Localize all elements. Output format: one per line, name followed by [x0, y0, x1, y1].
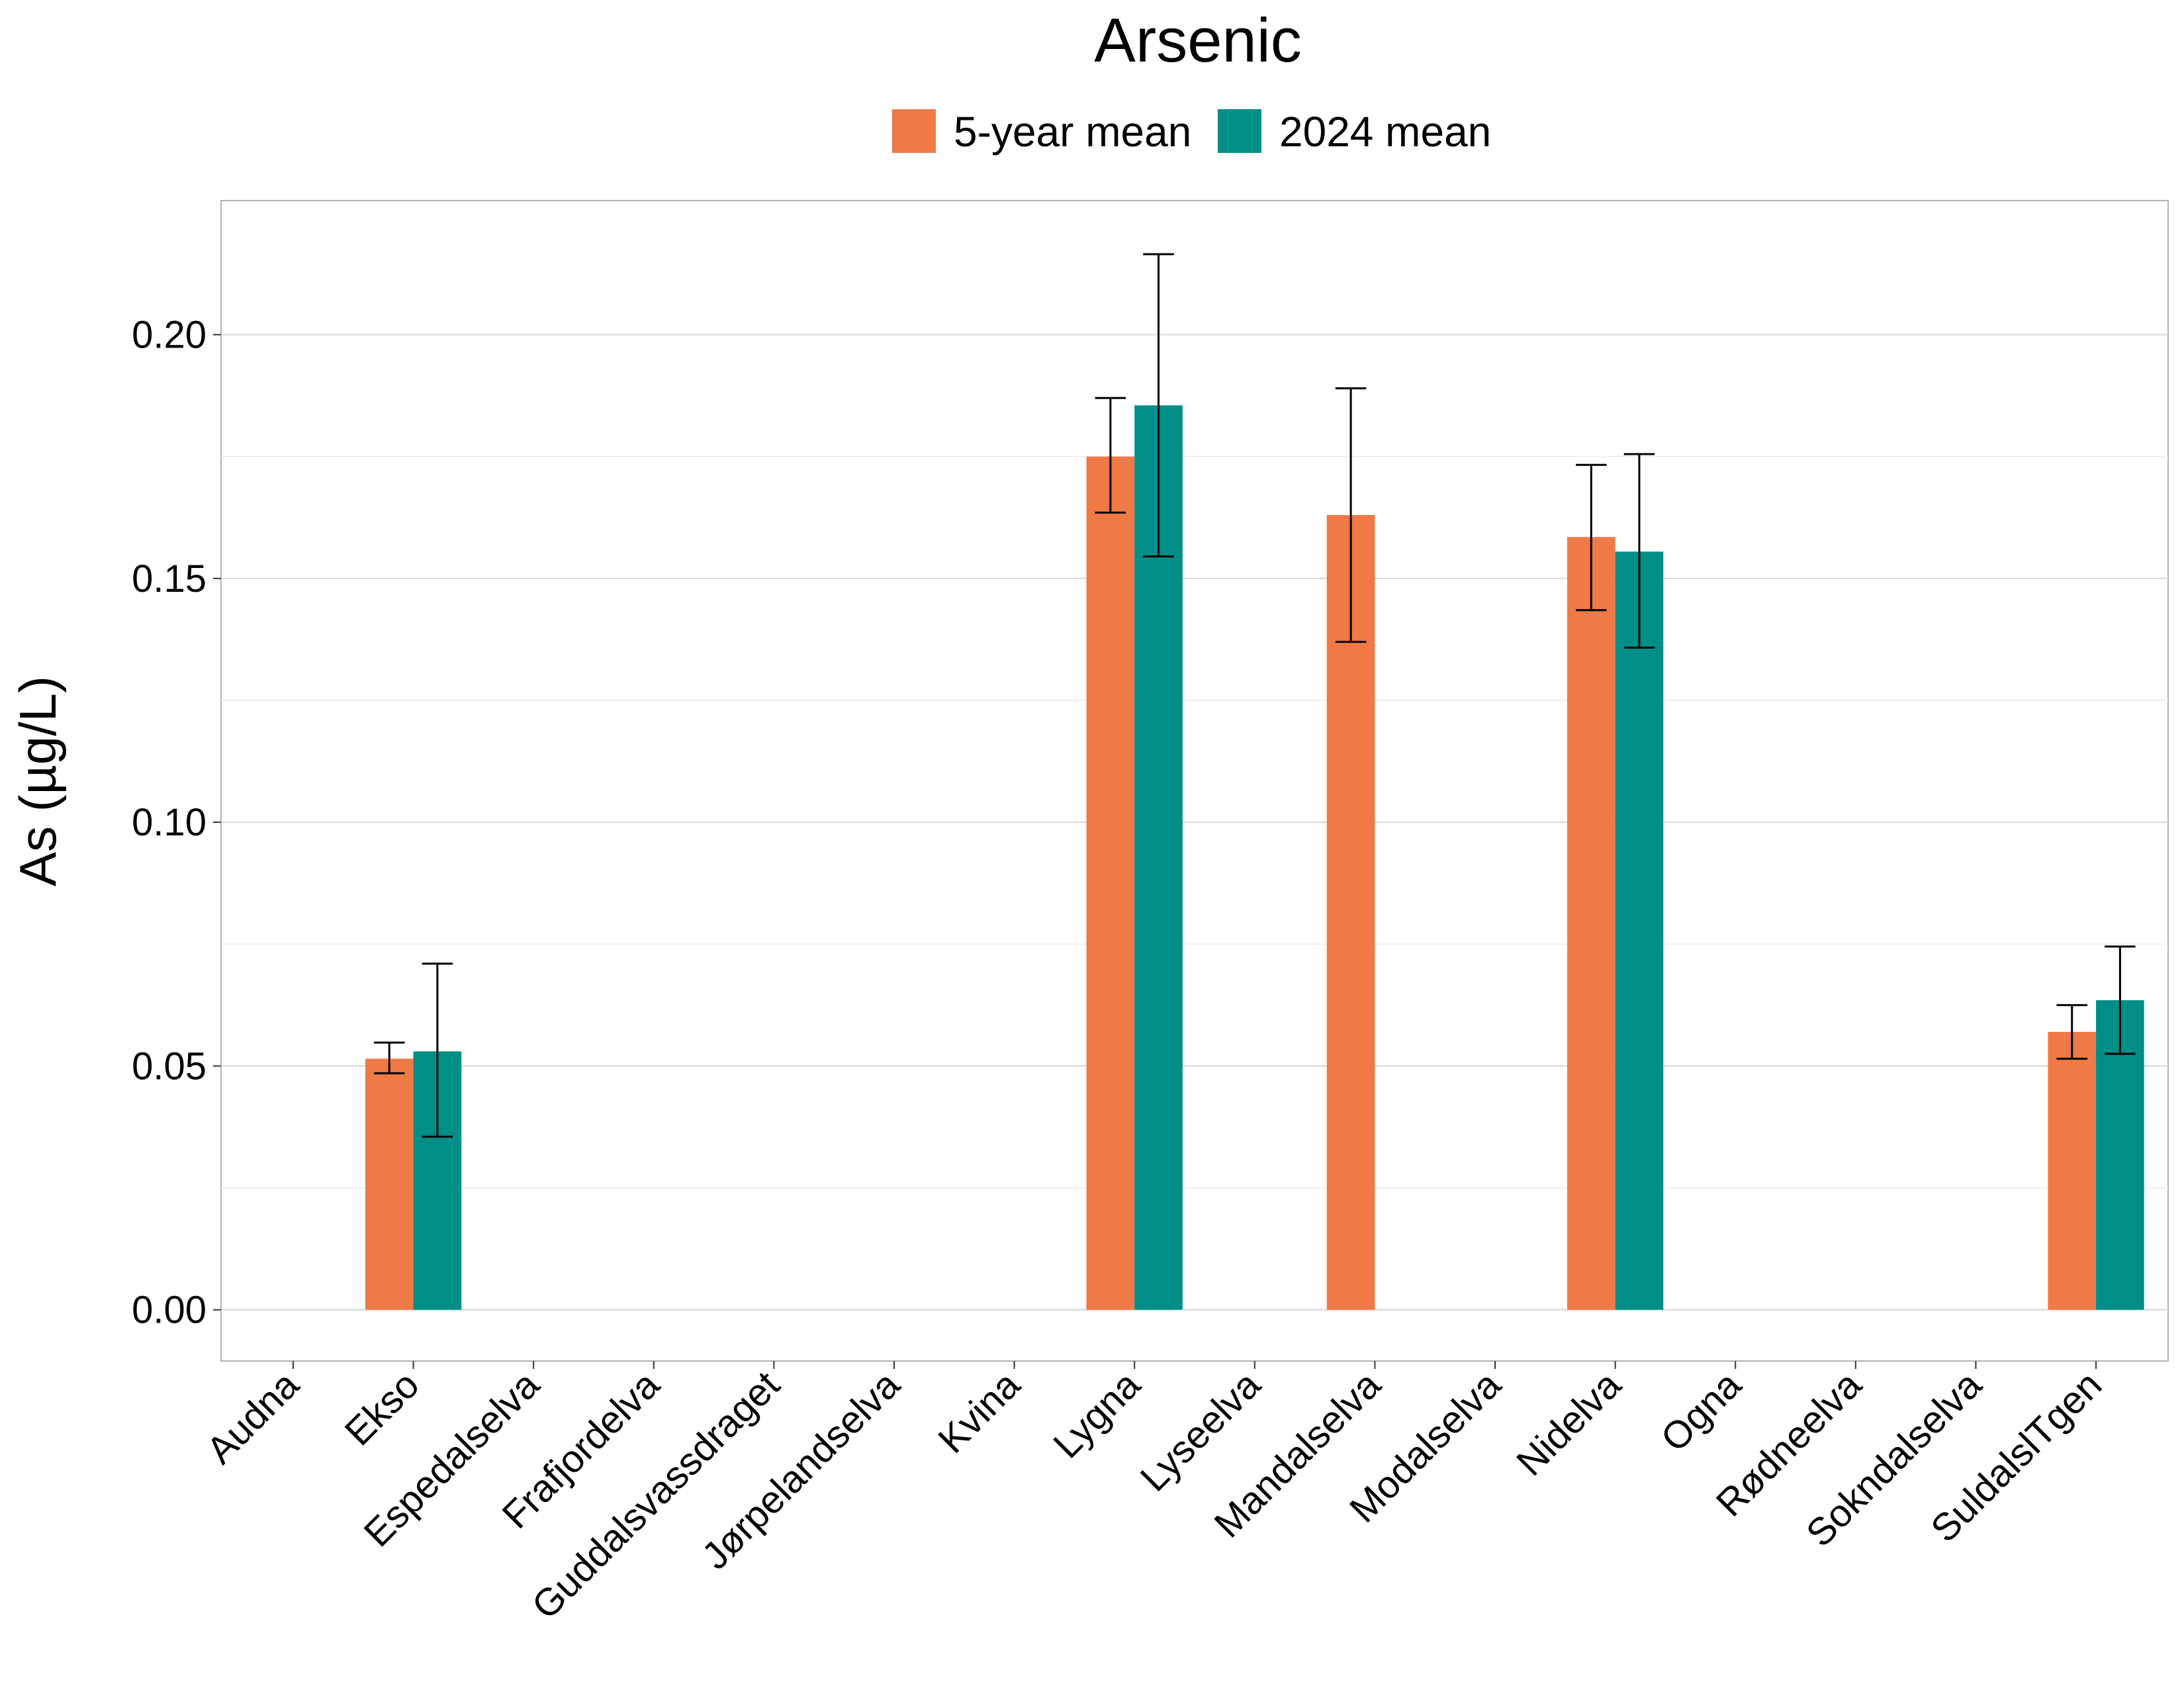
bar-five-year-mean [365, 1058, 414, 1310]
error-bar [2105, 945, 2136, 1055]
legend-swatch [1218, 109, 1261, 153]
bar-five-year-mean [1567, 537, 1615, 1310]
legend-item: 5-year mean [892, 108, 1191, 156]
error-bar [374, 1041, 405, 1074]
error-bar [1576, 463, 1607, 612]
y-tick-label: 0.05 [132, 1045, 206, 1088]
y-tick-label: 0.00 [132, 1289, 206, 1332]
grid-layer [221, 334, 2168, 1311]
legend-item: 2024 mean [1218, 108, 1491, 156]
errorbar-layer [374, 253, 2136, 1138]
bar-five-year-mean [2048, 1031, 2097, 1310]
error-bar [1143, 253, 1174, 558]
y-tick-label: 0.10 [132, 801, 206, 844]
bar-five-year-mean [1086, 456, 1135, 1310]
bar-five-year-mean [1326, 515, 1375, 1310]
y-axis-title: As (µg/L) [9, 676, 67, 886]
legend-swatch [892, 109, 936, 153]
error-bar [2056, 1004, 2087, 1060]
y-tick-label: 0.20 [132, 314, 206, 357]
error-bar [1095, 397, 1126, 514]
plot-panel [220, 200, 2169, 1362]
bars-layer [365, 405, 2144, 1310]
chart-title: Arsenic [1094, 5, 1301, 75]
error-bar [1335, 387, 1367, 643]
legend: 5-year mean 2024 mean [892, 108, 1491, 156]
y-tick-label: 0.15 [132, 557, 206, 600]
error-bar [422, 962, 453, 1138]
error-bar [1623, 453, 1655, 649]
legend-label: 2024 mean [1279, 108, 1491, 156]
bar-2024-mean [1615, 551, 1664, 1310]
y-axis: 0.00 0.05 0.10 0.15 0.20 [132, 314, 221, 1332]
legend-label: 5-year mean [954, 108, 1191, 156]
